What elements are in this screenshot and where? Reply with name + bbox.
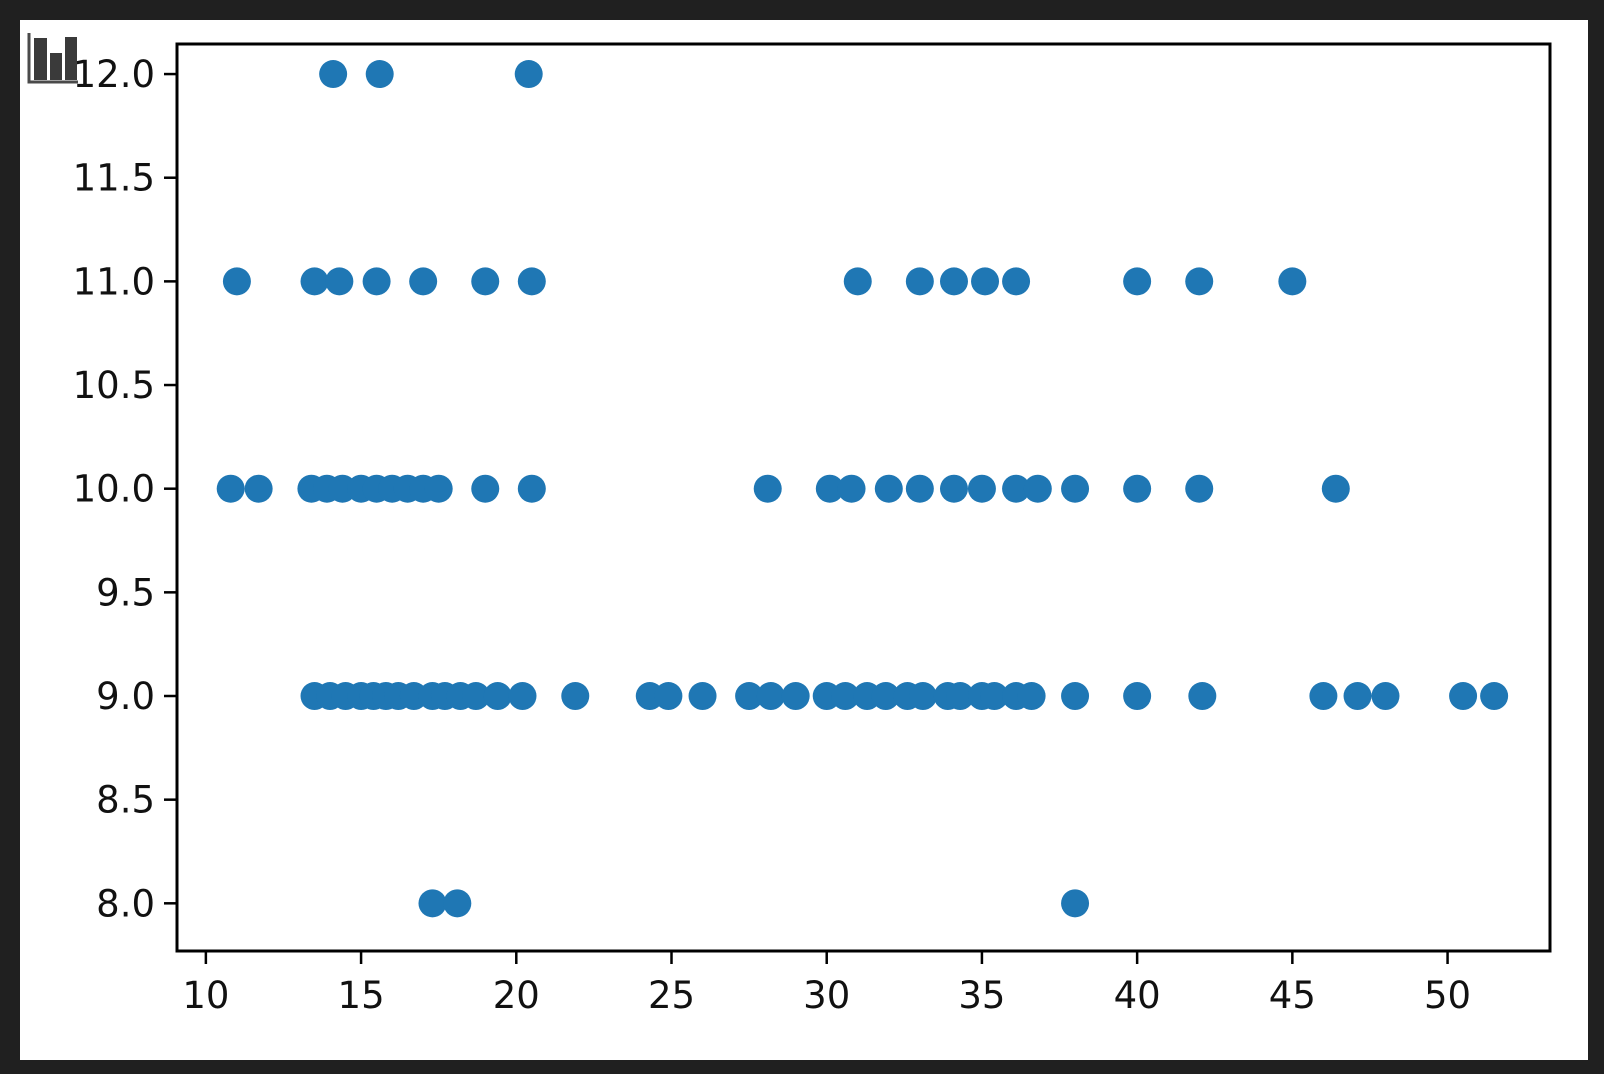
data-point xyxy=(654,682,683,711)
data-point xyxy=(424,474,453,503)
y-tick-label: 10.0 xyxy=(73,468,155,511)
data-point xyxy=(517,267,546,296)
data-point xyxy=(1321,474,1350,503)
x-tick-label: 30 xyxy=(803,974,850,1017)
y-tick-label: 11.5 xyxy=(73,157,155,200)
data-point xyxy=(1188,682,1217,711)
data-point xyxy=(319,60,348,89)
data-point xyxy=(461,682,490,711)
figure: 10 15 20 25 30 35 40 45 50 8.0 8.5 9.0 9.5 10.0 10.5 11… xyxy=(20,20,1588,1060)
y-tick-label: 9.5 xyxy=(96,571,155,614)
y-tick-label: 8.5 xyxy=(96,779,155,822)
data-point xyxy=(517,474,546,503)
y-tick-label: 12.0 xyxy=(73,53,155,96)
data-point xyxy=(300,267,329,296)
x-tick-label: 15 xyxy=(338,974,385,1017)
data-point xyxy=(1017,682,1046,711)
data-point xyxy=(971,267,1000,296)
data-point xyxy=(735,682,764,711)
y-tick-label: 8.0 xyxy=(96,882,155,925)
x-tick-label: 20 xyxy=(493,974,540,1017)
x-tick-label: 35 xyxy=(958,974,1005,1017)
bar-chart-icon-axes xyxy=(27,33,78,84)
data-point xyxy=(756,682,785,711)
data-point xyxy=(905,474,934,503)
data-point xyxy=(418,889,447,918)
data-point xyxy=(325,267,354,296)
data-point xyxy=(843,267,872,296)
data-point xyxy=(939,267,968,296)
data-point xyxy=(1449,682,1478,711)
bar-chart-icon xyxy=(27,33,78,84)
data-point xyxy=(1123,267,1152,296)
data-point xyxy=(1371,682,1400,711)
data-point xyxy=(837,474,866,503)
data-point xyxy=(1002,267,1031,296)
bar-chart-icon-bar xyxy=(34,38,47,80)
data-point xyxy=(946,682,975,711)
data-point xyxy=(980,682,1009,711)
data-point xyxy=(443,889,472,918)
data-point xyxy=(1309,682,1338,711)
data-point xyxy=(409,267,438,296)
data-point xyxy=(1061,682,1090,711)
data-point xyxy=(561,682,590,711)
data-point xyxy=(781,682,810,711)
data-point xyxy=(1061,474,1090,503)
data-point xyxy=(1185,474,1214,503)
data-point xyxy=(1023,474,1052,503)
data-point xyxy=(216,474,245,503)
plot-frame xyxy=(175,42,1552,953)
data-point xyxy=(874,474,903,503)
data-point xyxy=(905,267,934,296)
data-point xyxy=(1061,889,1090,918)
data-point xyxy=(483,682,512,711)
data-point xyxy=(508,682,537,711)
data-point xyxy=(967,474,996,503)
x-tick-label: 25 xyxy=(648,974,695,1017)
data-point xyxy=(753,474,782,503)
data-point xyxy=(871,682,900,711)
x-tick-label: 45 xyxy=(1269,974,1316,1017)
data-point xyxy=(1278,267,1307,296)
x-tick-label: 10 xyxy=(182,974,229,1017)
data-point xyxy=(688,682,717,711)
x-tick-label: 50 xyxy=(1424,974,1471,1017)
bar-chart-icon-bar xyxy=(65,37,77,80)
y-tick-label: 10.5 xyxy=(73,364,155,407)
data-point xyxy=(365,60,394,89)
data-point xyxy=(244,474,273,503)
data-point xyxy=(1002,474,1031,503)
scatter-plot: 10 15 20 25 30 35 40 45 50 8.0 8.5 9.0 9.5 10.0 10.5 11… xyxy=(73,42,1552,1017)
data-point xyxy=(1185,267,1214,296)
data-point xyxy=(1123,682,1152,711)
y-tick-label: 11.0 xyxy=(73,260,155,303)
bar-chart-icon-bar xyxy=(50,53,62,80)
data-point xyxy=(1123,474,1152,503)
data-point xyxy=(514,60,543,89)
data-point xyxy=(222,267,251,296)
data-point xyxy=(1480,682,1509,711)
data-point xyxy=(831,682,860,711)
data-point xyxy=(908,682,937,711)
y-tick-label: 9.0 xyxy=(96,675,155,718)
data-point xyxy=(471,474,500,503)
data-point xyxy=(362,267,391,296)
data-point xyxy=(471,267,500,296)
data-point xyxy=(815,474,844,503)
x-tick-label: 40 xyxy=(1114,974,1161,1017)
data-point xyxy=(1343,682,1372,711)
data-point xyxy=(939,474,968,503)
